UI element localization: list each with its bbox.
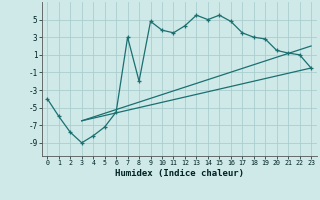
X-axis label: Humidex (Indice chaleur): Humidex (Indice chaleur)	[115, 169, 244, 178]
